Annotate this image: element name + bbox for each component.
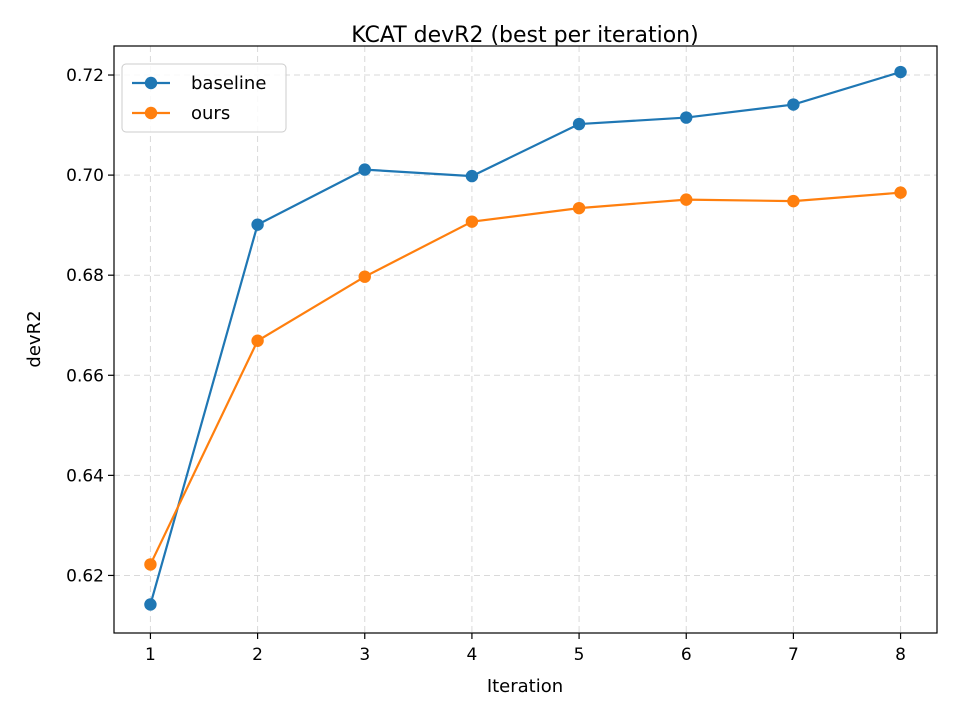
x-tick-label: 6 xyxy=(681,645,692,665)
legend: baseline ours xyxy=(121,63,287,133)
plot-frame xyxy=(113,45,938,634)
data-point-ours xyxy=(251,334,264,347)
series-line-baseline xyxy=(149,70,901,605)
x-tick-label: 8 xyxy=(895,645,906,665)
x-tick-label: 3 xyxy=(359,645,370,665)
data-point-baseline xyxy=(251,218,264,231)
data-point-baseline xyxy=(680,111,693,124)
series-baseline xyxy=(144,65,907,611)
legend-box xyxy=(121,63,287,133)
x-tick-label: 2 xyxy=(252,645,263,665)
y-tick-label: 0.70 xyxy=(66,166,104,186)
series-line-ours xyxy=(149,191,901,565)
y-tick-label: 0.72 xyxy=(66,66,104,86)
data-point-ours xyxy=(465,215,479,228)
legend-item-baseline: baseline xyxy=(132,73,266,94)
x-axis-label: Iteration xyxy=(487,676,563,697)
y-tick-label: 0.66 xyxy=(66,366,104,386)
data-point-ours xyxy=(358,270,371,283)
data-point-ours xyxy=(787,194,800,208)
legend-item-ours: ours xyxy=(132,103,230,124)
data-point-ours xyxy=(572,201,586,215)
data-point-baseline xyxy=(465,169,479,183)
data-point-ours xyxy=(894,186,907,199)
legend-label: ours xyxy=(191,103,230,124)
legend-label: baseline xyxy=(191,73,266,94)
data-point-baseline xyxy=(787,98,800,111)
legend-swatch-marker xyxy=(144,76,158,90)
grid xyxy=(114,46,937,633)
y-tick-label: 0.62 xyxy=(66,566,104,586)
x-tick-label: 7 xyxy=(788,645,799,665)
x-tick-label: 5 xyxy=(574,645,585,665)
data-point-baseline xyxy=(144,598,157,611)
axis-ticks: 1 2 3 4 5 6 7 8 0.62 0.64 0.66 0.68 0.70 0.72 xyxy=(66,66,906,665)
chart-title: KCAT devR2 (best per iteration) xyxy=(351,23,698,48)
data-point-baseline xyxy=(894,65,907,79)
y-tick-label: 0.68 xyxy=(66,266,104,286)
data-point-ours xyxy=(680,193,693,206)
data-point-ours xyxy=(144,558,157,571)
data-point-baseline xyxy=(358,163,371,176)
series-layer xyxy=(144,65,907,611)
y-tick-label: 0.64 xyxy=(66,466,104,486)
x-tick-label: 4 xyxy=(467,645,478,665)
x-tick-label: 1 xyxy=(145,645,156,665)
y-axis-label: devR2 xyxy=(24,310,45,367)
legend-swatch-marker xyxy=(144,106,158,120)
data-point-baseline xyxy=(572,117,586,131)
series-ours xyxy=(144,186,907,571)
